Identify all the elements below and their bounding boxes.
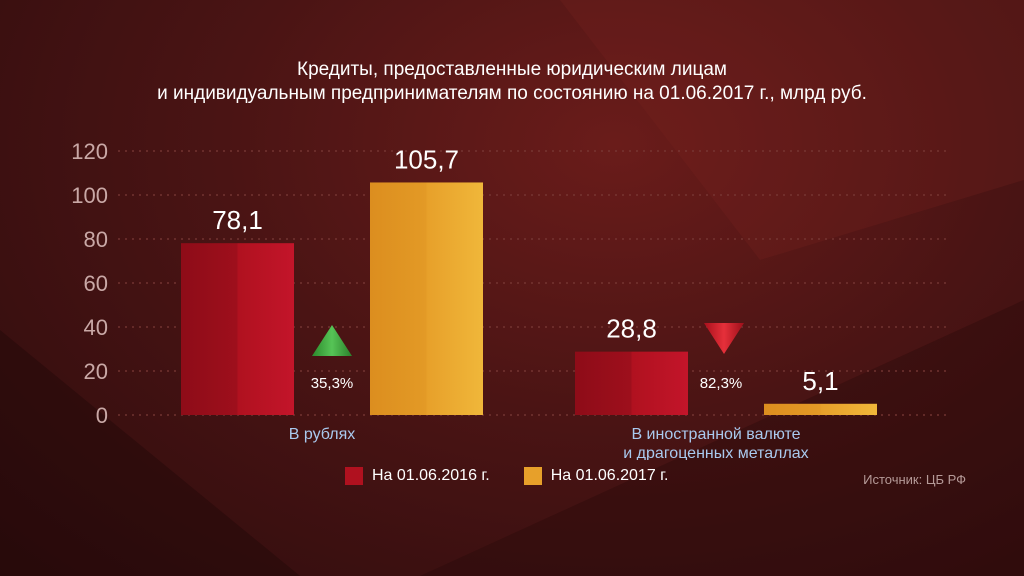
down-arrow-icon <box>704 323 744 354</box>
legend-label-2017: На 01.06.2017 г. <box>550 467 669 484</box>
y-tick-label-60: 60 <box>84 271 108 296</box>
data-label-2017-cat2: 5,1 <box>802 366 838 396</box>
category-label-cat2-line2: и драгоценных металлах <box>623 445 808 460</box>
change-label-cat1: 35,3% <box>311 375 354 392</box>
bar-2016-cat1 <box>181 243 294 415</box>
bar-2017-cat2 <box>764 403 877 415</box>
chart-title: Кредиты, предоставленные юридическим лиц… <box>0 58 1024 106</box>
bar-2016-cat2 <box>575 351 688 415</box>
chart-title-line-1: Кредиты, предоставленные юридическим лиц… <box>297 59 727 80</box>
change-label-cat2: 82,3% <box>700 375 743 392</box>
y-tick-label-80: 80 <box>84 227 108 252</box>
legend: На 01.06.2016 г. На 01.06.2017 г. <box>345 467 703 485</box>
up-arrow-icon <box>312 325 352 356</box>
y-tick-label-0: 0 <box>96 403 108 428</box>
category-label-cat2-line1: В иностранной валюте <box>631 426 800 443</box>
legend-item-2016: На 01.06.2016 г. <box>345 467 490 485</box>
source-note: Источник: ЦБ РФ <box>863 472 966 487</box>
bar-chart: 0 20 40 60 80 100 120 78,1 105,7 35,3% В рублях 28,… <box>71 139 948 460</box>
data-label-2017-cat1: 105,7 <box>394 144 459 174</box>
legend-swatch-2017 <box>523 467 542 485</box>
y-tick-label-40: 40 <box>84 315 108 340</box>
legend-swatch-2016 <box>345 467 363 485</box>
y-tick-label-100: 100 <box>71 183 108 208</box>
chart-title-line-2: и индивидуальным предпринимателям по сос… <box>157 83 867 104</box>
y-tick-label-20: 20 <box>84 359 108 384</box>
bar-2017-cat1 <box>370 182 483 415</box>
y-tick-label-120: 120 <box>71 139 108 164</box>
legend-item-2017: На 01.06.2017 г. <box>523 467 669 485</box>
data-label-2016-cat1: 78,1 <box>212 205 263 235</box>
data-label-2016-cat2: 28,8 <box>606 314 657 344</box>
legend-label-2016: На 01.06.2016 г. <box>372 467 490 484</box>
category-label-cat1-line1: В рублях <box>289 426 355 443</box>
